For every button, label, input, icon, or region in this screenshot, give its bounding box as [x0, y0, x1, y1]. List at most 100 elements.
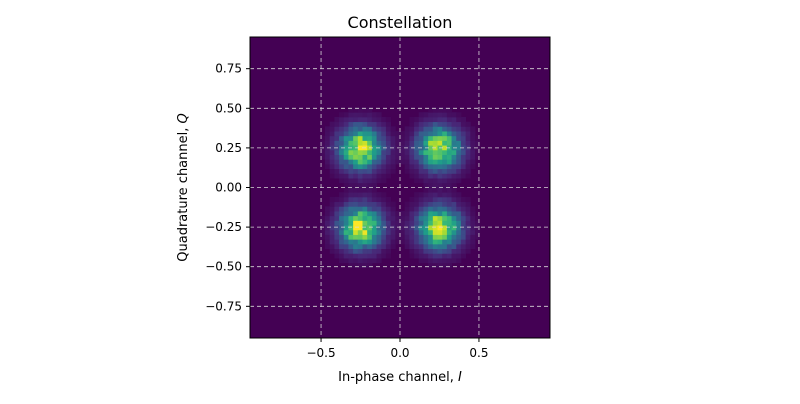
- heatmap-cell: [418, 211, 424, 217]
- heatmap-cell: [451, 225, 457, 231]
- heatmap-cell: [428, 131, 434, 137]
- heatmap-cell: [376, 154, 382, 160]
- heatmap-cell: [418, 215, 424, 221]
- heatmap-cell: [381, 140, 387, 146]
- heatmap-cell: [371, 253, 377, 259]
- heatmap-cell: [423, 131, 429, 137]
- heatmap-cell: [465, 163, 471, 170]
- heatmap-cell: [381, 131, 387, 137]
- heatmap-cell: [423, 196, 429, 203]
- heatmap-cell: [343, 140, 349, 146]
- heatmap-cell: [357, 229, 363, 235]
- heatmap-cell: [395, 149, 401, 155]
- heatmap-cell: [460, 163, 467, 170]
- heatmap-cell: [460, 201, 467, 207]
- heatmap-cell: [432, 229, 438, 235]
- heatmap-cell: [414, 154, 420, 160]
- heatmap-cell: [446, 229, 452, 235]
- heatmap-cell: [404, 159, 410, 165]
- heatmap-cell: [418, 253, 424, 259]
- heatmap-cell: [418, 135, 424, 141]
- heatmap-cell: [414, 173, 420, 179]
- heatmap-cell: [325, 215, 331, 221]
- heatmap-cell: [343, 173, 349, 179]
- heatmap-cell: [353, 220, 359, 226]
- heatmap-cell: [437, 211, 443, 217]
- heatmap-cell: [367, 182, 373, 188]
- heatmap-cell: [385, 215, 392, 221]
- heatmap-cell: [348, 206, 354, 212]
- heatmap-cell: [357, 126, 363, 132]
- heatmap-cell: [357, 258, 363, 264]
- heatmap-cell: [343, 253, 349, 259]
- heatmap-cell: [418, 229, 424, 235]
- heatmap-cell: [409, 229, 415, 235]
- heatmap-cell: [353, 196, 359, 203]
- heatmap-cell: [395, 154, 401, 160]
- heatmap-cell: [381, 225, 387, 231]
- heatmap-cell: [325, 234, 331, 240]
- heatmap-cell: [409, 121, 415, 127]
- heatmap-cell: [357, 140, 363, 146]
- heatmap-cell: [456, 135, 462, 141]
- heatmap-cell: [329, 131, 335, 137]
- heatmap-cell: [343, 258, 349, 264]
- heatmap-cell: [339, 149, 345, 155]
- heatmap-cell: [320, 225, 326, 231]
- heatmap-cell: [418, 149, 424, 155]
- heatmap-cell: [367, 149, 373, 155]
- heatmap-cell: [371, 248, 377, 254]
- heatmap-cell: [451, 201, 457, 207]
- heatmap-cell: [325, 131, 331, 137]
- heatmap-cell: [456, 116, 462, 123]
- heatmap-cell: [456, 239, 462, 245]
- heatmap-cell: [367, 168, 373, 174]
- heatmap-cell: [414, 196, 420, 203]
- heatmap-cell: [456, 131, 462, 137]
- heatmap-cell: [367, 243, 373, 250]
- heatmap-cell: [428, 187, 434, 193]
- heatmap-cell: [451, 206, 457, 212]
- heatmap-cell: [442, 201, 448, 207]
- heatmap-cell: [334, 229, 340, 235]
- heatmap-cell: [460, 215, 467, 221]
- heatmap-cell: [460, 220, 467, 226]
- heatmap-cell: [339, 116, 345, 123]
- heatmap-cell: [385, 243, 392, 250]
- heatmap-cell: [376, 159, 382, 165]
- heatmap-cell: [362, 116, 368, 123]
- heatmap-cell: [460, 140, 467, 146]
- heatmap-cell: [404, 140, 410, 146]
- heatmap-cell: [371, 126, 377, 132]
- x-tick-label: 0.0: [390, 346, 409, 360]
- heatmap-cell: [428, 126, 434, 132]
- heatmap-cell: [428, 243, 434, 250]
- heatmap-cell: [367, 225, 373, 231]
- heatmap-cell: [446, 220, 452, 226]
- heatmap-cell: [428, 211, 434, 217]
- heatmap-cell: [446, 215, 452, 221]
- heatmap-cell: [437, 206, 443, 212]
- heatmap-cell: [362, 126, 368, 132]
- heatmap-cell: [381, 215, 387, 221]
- heatmap-cell: [437, 248, 443, 254]
- heatmap-cell: [456, 192, 462, 198]
- axis-ticks: −0.5 0.0 0.5 −0.75 −0.50 −0.25 0.00 0.25 0.50 0.7…: [205, 62, 488, 360]
- heatmap-cell: [362, 215, 368, 221]
- heatmap-cell: [371, 121, 377, 127]
- heatmap-cell: [418, 258, 424, 264]
- heatmap-cell: [446, 262, 452, 268]
- heatmap-cell: [423, 116, 429, 123]
- heatmap-cell: [376, 131, 382, 137]
- heatmap-cell: [357, 262, 363, 268]
- heatmap-cell: [343, 225, 349, 231]
- heatmap-cell: [385, 196, 392, 203]
- heatmap-cell: [465, 225, 471, 231]
- heatmap-cell: [428, 112, 434, 118]
- heatmap-cell: [475, 149, 481, 155]
- heatmap-cell: [432, 192, 438, 198]
- heatmap-cell: [423, 159, 429, 165]
- heatmap-cell: [432, 215, 438, 221]
- heatmap-cell: [437, 112, 443, 118]
- heatmap-cell: [446, 206, 452, 212]
